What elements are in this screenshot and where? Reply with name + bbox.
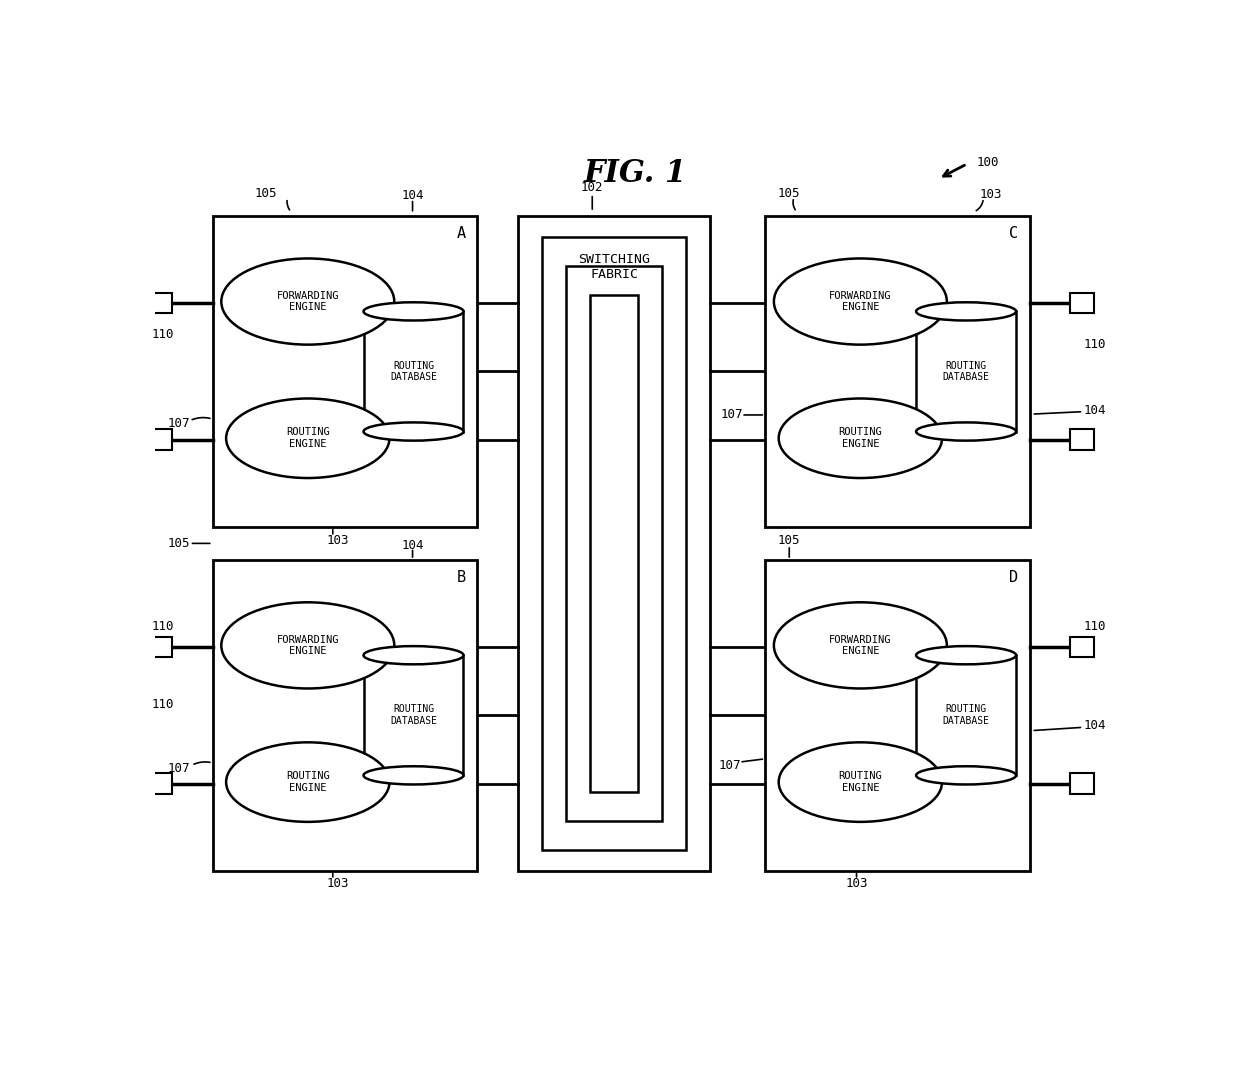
Bar	[149, 429, 172, 450]
Bar	[1070, 637, 1094, 657]
Ellipse shape	[779, 398, 942, 478]
Text: 100: 100	[977, 156, 999, 169]
Text: ROUTING
ENGINE: ROUTING ENGINE	[286, 771, 330, 793]
Text: A: A	[456, 226, 465, 241]
Bar	[149, 637, 172, 657]
Text: 103: 103	[846, 877, 868, 890]
Text: 103: 103	[980, 188, 1002, 201]
Text: 104: 104	[402, 189, 424, 202]
Text: ROUTING
DATABASE: ROUTING DATABASE	[391, 705, 436, 726]
Text: ROUTING
DATABASE: ROUTING DATABASE	[391, 360, 436, 382]
Ellipse shape	[916, 646, 1016, 664]
Bar	[765, 560, 1029, 870]
Text: 107: 107	[167, 762, 190, 775]
Bar	[518, 216, 711, 870]
Text: 110: 110	[151, 698, 174, 711]
Ellipse shape	[221, 258, 394, 344]
Text: 110: 110	[1084, 338, 1106, 351]
Text: SWITCHING
FABRIC: SWITCHING FABRIC	[578, 254, 650, 282]
Text: 105: 105	[167, 537, 190, 550]
Bar	[149, 293, 172, 313]
Text: C: C	[1009, 226, 1018, 241]
Text: FORWARDING
ENGINE: FORWARDING ENGINE	[830, 291, 892, 312]
Text: 110: 110	[1084, 620, 1106, 633]
Ellipse shape	[916, 302, 1016, 321]
Text: 103: 103	[326, 534, 348, 547]
Text: FORWARDING
ENGINE: FORWARDING ENGINE	[277, 635, 339, 656]
Text: 107: 107	[720, 409, 743, 422]
Bar	[363, 311, 464, 431]
Text: FORWARDING
ENGINE: FORWARDING ENGINE	[277, 291, 339, 312]
Text: ROUTING
ENGINE: ROUTING ENGINE	[838, 427, 882, 449]
Bar	[590, 295, 639, 792]
Bar	[1070, 774, 1094, 794]
Ellipse shape	[363, 766, 464, 784]
Ellipse shape	[779, 742, 942, 822]
Ellipse shape	[226, 742, 389, 822]
Text: 107: 107	[167, 416, 190, 429]
Ellipse shape	[916, 766, 1016, 784]
Text: 110: 110	[151, 620, 174, 633]
Text: 107: 107	[718, 759, 742, 771]
Text: 104: 104	[1084, 405, 1106, 417]
Text: ROUTING
ENGINE: ROUTING ENGINE	[838, 771, 882, 793]
Ellipse shape	[363, 646, 464, 664]
Text: FORWARDING
ENGINE: FORWARDING ENGINE	[830, 635, 892, 656]
Bar	[765, 216, 1029, 527]
Text: 105: 105	[254, 187, 277, 200]
Text: 104: 104	[402, 538, 424, 552]
Text: 110: 110	[151, 328, 174, 341]
Ellipse shape	[226, 398, 389, 478]
Text: 103: 103	[326, 877, 348, 890]
Bar	[916, 655, 1016, 776]
Text: 104: 104	[1084, 719, 1106, 732]
Bar	[213, 560, 477, 870]
Bar	[567, 266, 662, 821]
Bar	[1070, 293, 1094, 313]
Bar	[542, 237, 687, 850]
Bar	[916, 311, 1016, 431]
Text: ROUTING
DATABASE: ROUTING DATABASE	[942, 705, 990, 726]
Ellipse shape	[221, 603, 394, 689]
Text: B: B	[456, 570, 465, 585]
Ellipse shape	[774, 603, 947, 689]
Ellipse shape	[363, 423, 464, 441]
Ellipse shape	[363, 302, 464, 321]
Bar	[149, 774, 172, 794]
Text: FIG. 1: FIG. 1	[584, 158, 687, 189]
Text: ROUTING
ENGINE: ROUTING ENGINE	[286, 427, 330, 449]
Bar	[213, 216, 477, 527]
Text: D: D	[1009, 570, 1018, 585]
Text: 105: 105	[777, 187, 801, 200]
Bar	[363, 655, 464, 776]
Text: 102: 102	[582, 181, 604, 194]
Text: 105: 105	[777, 535, 801, 548]
Ellipse shape	[774, 258, 947, 344]
Ellipse shape	[916, 423, 1016, 441]
Text: ROUTING
DATABASE: ROUTING DATABASE	[942, 360, 990, 382]
Bar	[1070, 429, 1094, 450]
